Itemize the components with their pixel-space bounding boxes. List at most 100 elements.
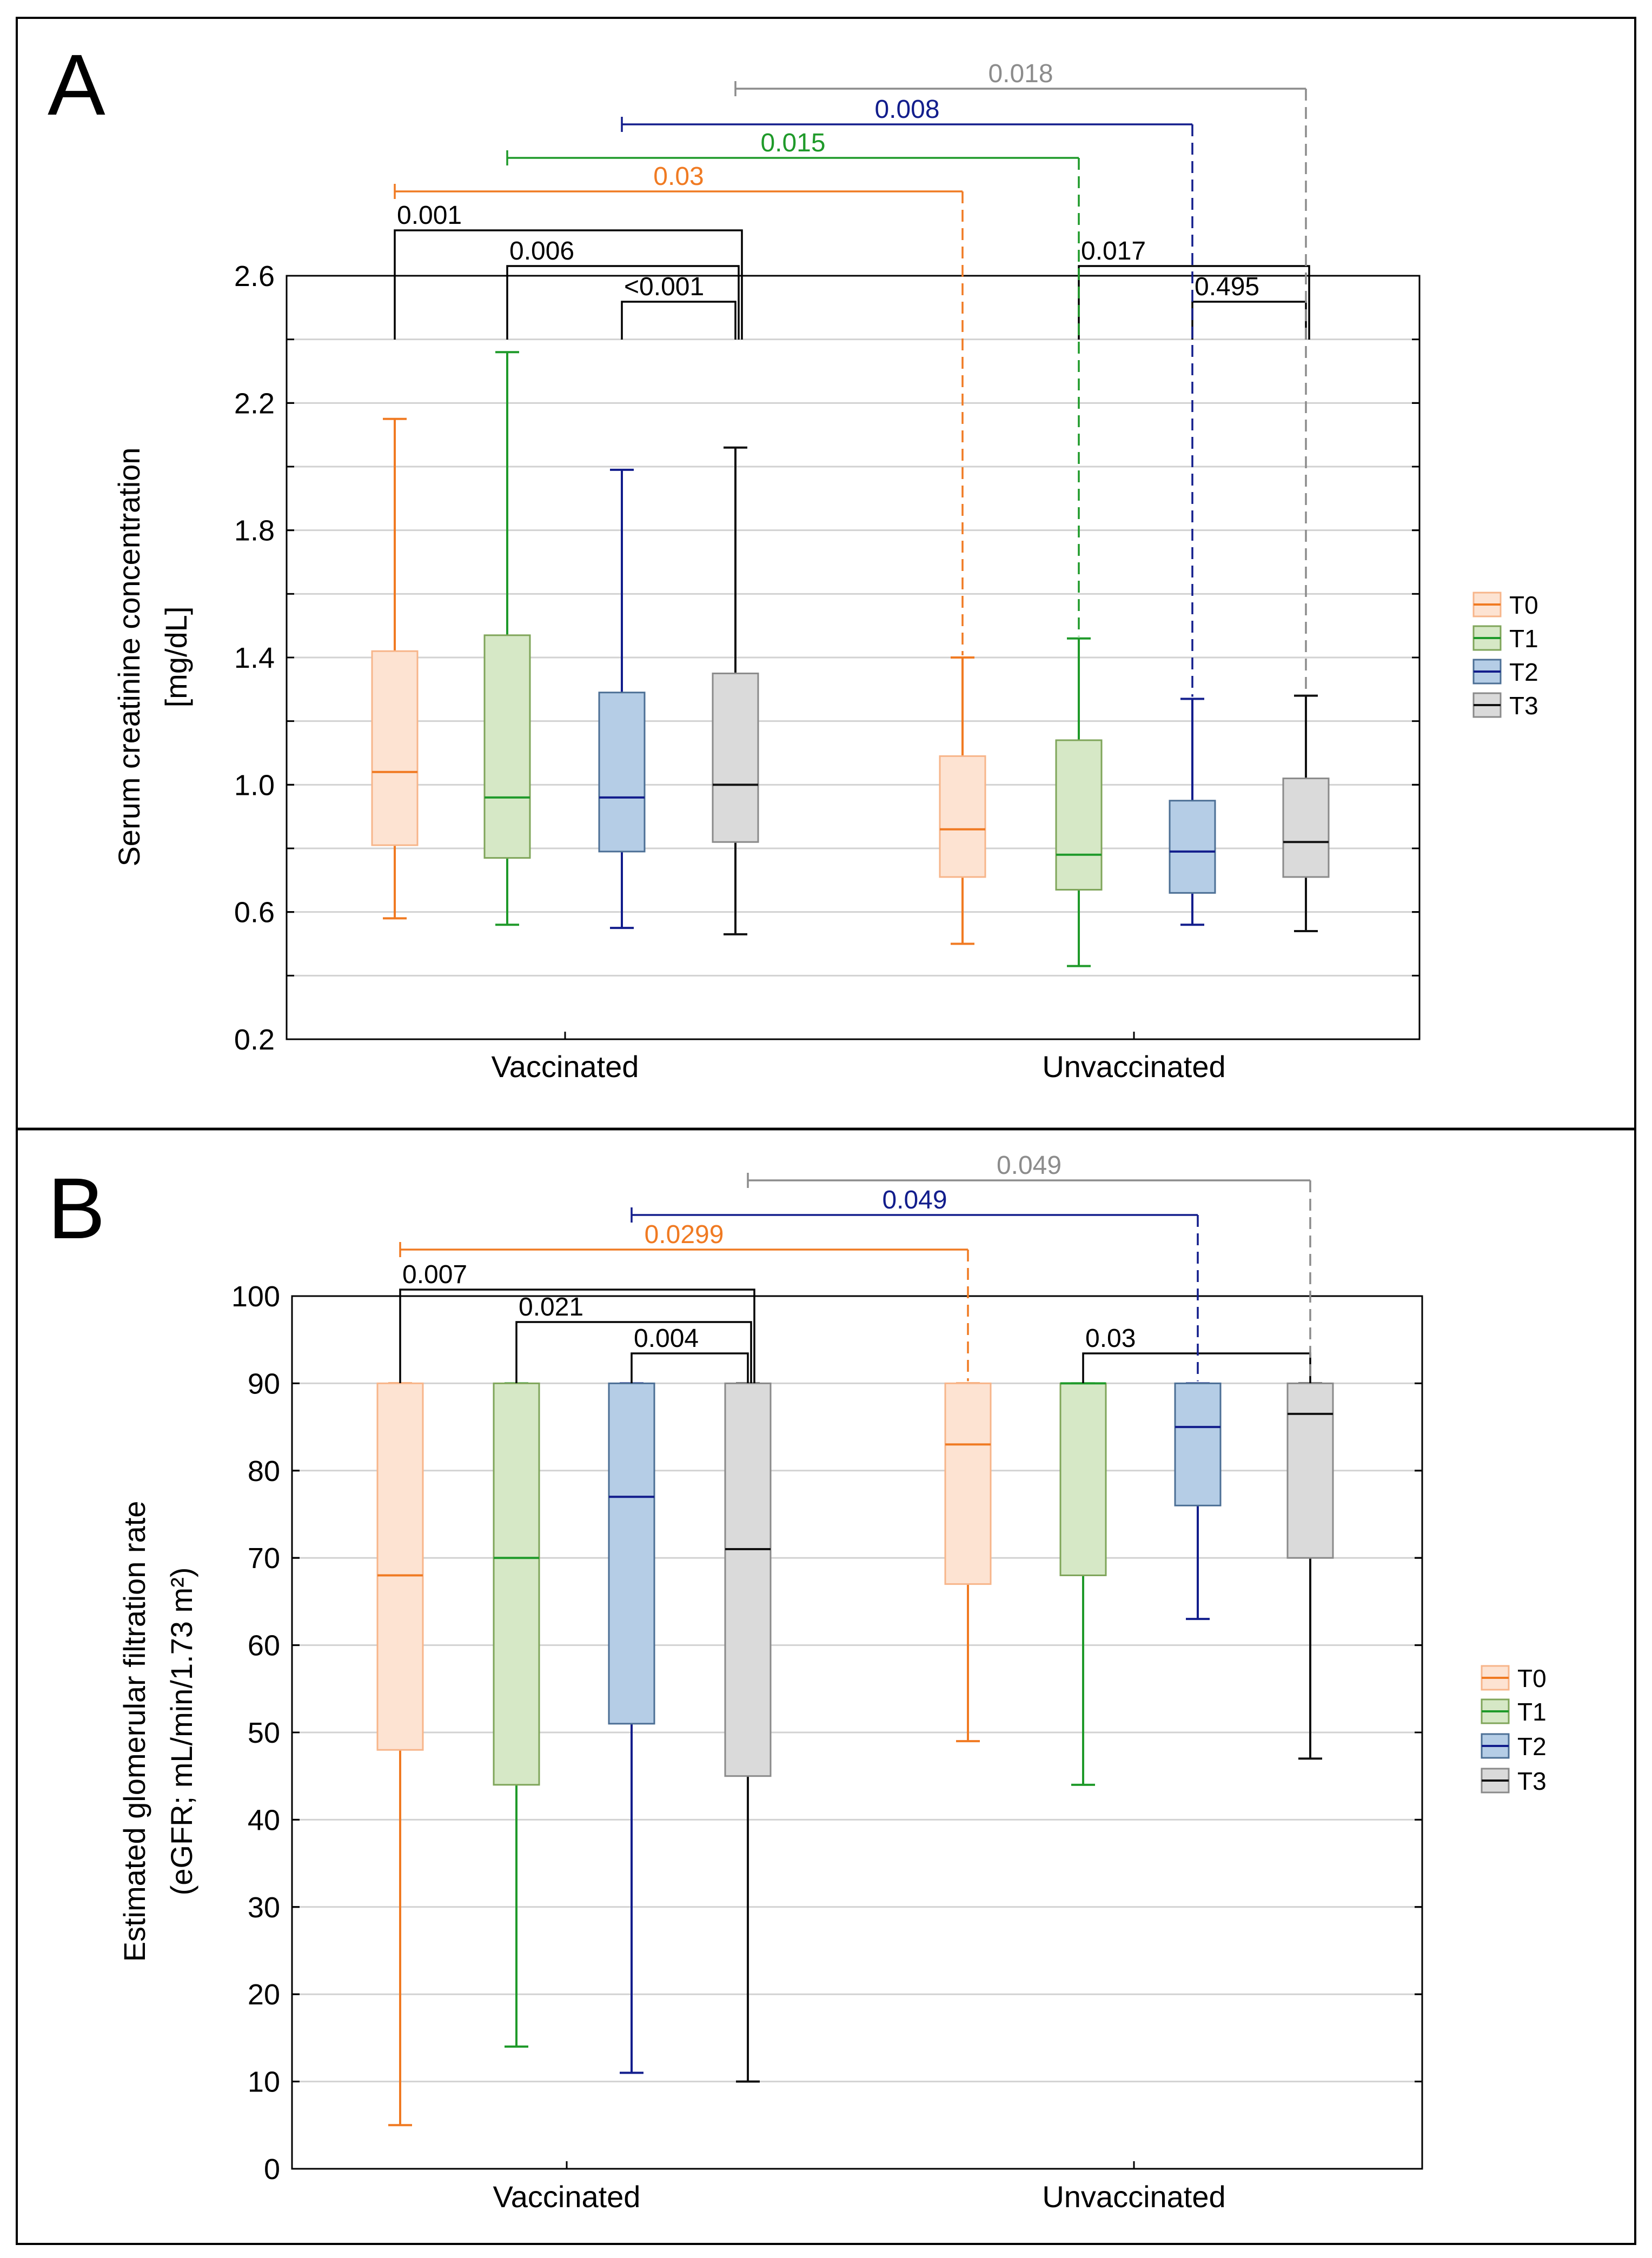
pb-within-bracket: 0.021: [515, 1293, 752, 1383]
pa-box-vaccinated-t0: [371, 417, 419, 920]
figure-frame: [16, 17, 1636, 2245]
panel-a-legend-t2: T2: [1509, 658, 1538, 686]
panel-b-x-axis: Vaccinated Unvaccinated: [493, 2180, 1226, 2214]
pb-iqr-box: [493, 1382, 540, 1786]
pb-box-vaccinated-t2: [608, 1382, 655, 2074]
pa-between-bracket-t3: 0.018: [734, 59, 1307, 694]
panel-a-significance-brackets: 0.001 0.006 <0.001 0.017 0.495 0.03 0.015 0.008…: [394, 59, 1310, 697]
panel-a-legend: T0 T1 T2 T3: [1472, 591, 1538, 720]
panel-a-ylabel-line1: Serum creatinine concentration: [112, 447, 146, 866]
pb-ytick-label: 70: [248, 1542, 280, 1575]
panel-a-y-axis: 0.2 0.6 1.0 1.4 1.8 2.2 2.6: [234, 260, 1419, 1056]
panel-b-y-axis-title: Estimated glomerular filtration rate (eG…: [117, 1501, 198, 1962]
pb-within-bracket: 0.007: [399, 1260, 755, 1383]
panel-b-legend-t3: T3: [1517, 1767, 1547, 1795]
panel-a-letter: A: [48, 36, 105, 133]
panel-b-legend-t2: T2: [1517, 1732, 1547, 1761]
pa-box-unvaccinated-t1: [1055, 637, 1103, 967]
panel-b-gridlines: [292, 1382, 1422, 2083]
pb-ytick-label: 0: [264, 2153, 280, 2186]
pb-within-bracket-line: [631, 1352, 749, 1383]
panel-b-significance-brackets: 0.007 0.021 0.004 0.03 0.0299 0.049 0.049: [399, 1151, 1311, 1383]
pa-within-bracket-label: 0.495: [1195, 273, 1259, 301]
panel-a-xlabel-unvaccinated: Unvaccinated: [1042, 1050, 1225, 1084]
pa-within-bracket-label: 0.006: [509, 237, 574, 265]
pa-iqr-box: [371, 650, 419, 846]
pa-within-bracket-line: [621, 301, 737, 340]
panel-a-gridlines: [287, 338, 1419, 977]
pb-box-unvaccinated-t2: [1174, 1382, 1222, 1621]
panel-b: B 0 10 20 30 40 50 60 70 80 90 100 Vaccinated Unva…: [48, 1151, 1547, 2214]
pb-box-vaccinated-t0: [376, 1382, 424, 2127]
pb-within-bracket-label: 0.03: [1085, 1324, 1136, 1353]
pb-iqr-box: [1174, 1382, 1222, 1506]
panel-b-ylabel-line1: Estimated glomerular filtration rate: [117, 1501, 151, 1962]
pa-within-bracket: <0.001: [621, 273, 737, 340]
pb-iqr-box: [608, 1382, 655, 1725]
pa-within-bracket-label: 0.001: [397, 201, 462, 230]
pa-between-bracket-t1: 0.015: [506, 129, 1080, 636]
pb-iqr-box: [944, 1382, 992, 1585]
pa-iqr-box: [1055, 739, 1103, 891]
pa-ytick-label: 1.0: [234, 769, 275, 801]
pa-within-bracket: 0.017: [1078, 237, 1310, 340]
pb-within-bracket-line: [399, 1289, 755, 1383]
panel-b-boxes: [376, 1382, 1334, 2127]
panel-a-boxes: [371, 351, 1330, 967]
pb-within-bracket-label: 0.004: [634, 1324, 699, 1353]
pb-ytick-label: 40: [248, 1804, 280, 1836]
pa-within-bracket-line: [394, 229, 743, 340]
pa-between-bracket-label: 0.018: [988, 59, 1053, 88]
pa-box-vaccinated-t1: [483, 351, 531, 926]
panel-b-letter: B: [48, 1160, 105, 1257]
panel-b-xlabel-vaccinated: Vaccinated: [493, 2180, 641, 2214]
panel-a-legend-t0: T0: [1509, 591, 1538, 619]
pb-between-bracket-label: 0.0299: [645, 1220, 724, 1249]
panel-a-xlabel-vaccinated: Vaccinated: [492, 1050, 639, 1084]
panel-b-y-axis: 0 10 20 30 40 50 60 70 80 90 100: [231, 1280, 1422, 2186]
pa-iqr-box: [1282, 778, 1330, 878]
pa-iqr-box: [598, 692, 646, 853]
pa-between-bracket-label: 0.008: [874, 95, 939, 124]
pa-iqr-box: [483, 634, 531, 859]
panel-b-ylabel-line2: (eGFR; mL/min/1.73 m²): [164, 1568, 198, 1896]
pa-ytick-label: 1.4: [234, 642, 275, 674]
panel-b-legend-t0: T0: [1517, 1664, 1547, 1692]
pa-box-unvaccinated-t3: [1282, 694, 1330, 932]
pa-ytick-label: 2.2: [234, 387, 275, 420]
pa-between-bracket-t2: 0.008: [621, 95, 1193, 697]
pb-between-bracket-t2: 0.049: [631, 1186, 1199, 1382]
pb-ytick-label: 20: [248, 1978, 280, 2011]
pa-within-bracket-line: [1078, 265, 1310, 340]
panel-a-ylabel-line2: [mg/dL]: [159, 607, 193, 708]
pb-within-bracket-label: 0.021: [519, 1293, 583, 1321]
panel-b-legend-t1: T1: [1517, 1698, 1547, 1726]
pb-box-unvaccinated-t1: [1059, 1382, 1107, 1786]
pb-within-bracket-line: [515, 1321, 752, 1383]
pa-box-vaccinated-t2: [598, 468, 646, 929]
pb-between-bracket-label: 0.049: [882, 1186, 947, 1214]
pa-ytick-label: 1.8: [234, 515, 275, 547]
panel-a-legend-t3: T3: [1509, 692, 1538, 720]
pa-between-bracket-t0: 0.03: [394, 162, 964, 655]
pb-within-bracket: 0.004: [631, 1324, 749, 1383]
pa-within-bracket-label: <0.001: [624, 273, 704, 301]
pb-ytick-label: 90: [248, 1367, 280, 1400]
pa-box-unvaccinated-t0: [939, 656, 986, 945]
pa-within-bracket: 0.006: [506, 237, 740, 340]
pa-between-bracket-label: 0.03: [653, 162, 704, 191]
pb-ytick-label: 100: [231, 1280, 280, 1313]
pb-ytick-label: 10: [248, 2066, 280, 2098]
pa-ytick-label: 0.6: [234, 896, 275, 929]
pb-ytick-label: 80: [248, 1455, 280, 1487]
panel-b-xlabel-unvaccinated: Unvaccinated: [1042, 2180, 1225, 2214]
pb-box-vaccinated-t3: [724, 1382, 772, 2083]
pa-ytick-label: 0.2: [234, 1024, 275, 1056]
panel-a-y-axis-title: Serum creatinine concentration [mg/dL]: [112, 447, 193, 866]
panel-a-legend-t1: T1: [1509, 625, 1538, 653]
pa-iqr-box: [712, 672, 759, 843]
pa-ytick-label: 2.6: [234, 260, 275, 293]
pb-between-bracket-t3: 0.049: [747, 1151, 1311, 1382]
pb-ytick-label: 50: [248, 1717, 280, 1749]
